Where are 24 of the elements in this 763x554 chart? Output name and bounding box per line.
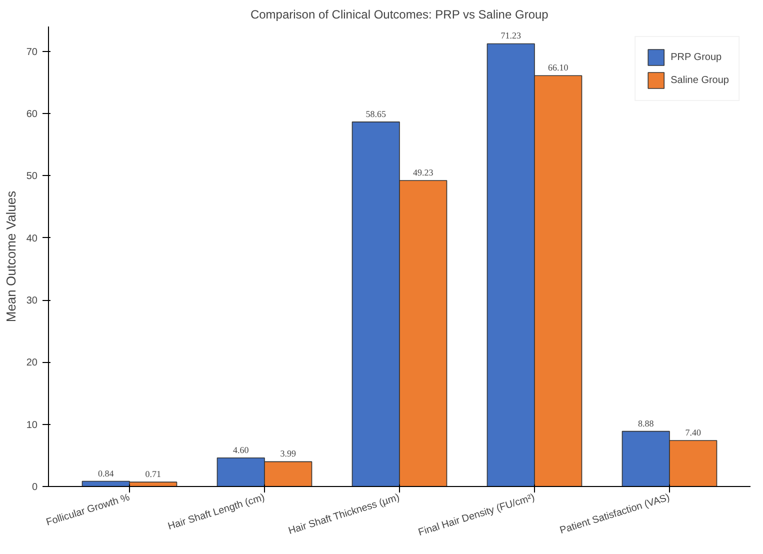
y-tick-label: 0 <box>32 482 38 493</box>
data-label: 71.23 <box>500 30 522 41</box>
data-label: 0.71 <box>145 469 161 480</box>
data-label: 58.65 <box>366 108 386 119</box>
y-tick-label: 20 <box>26 358 38 369</box>
x-tick-label: Follicular Growth % <box>45 492 132 528</box>
y-tick-label: 10 <box>26 420 38 431</box>
data-label: 0.84 <box>98 468 114 478</box>
y-tick-label: 30 <box>26 296 38 307</box>
y-tick-label: 60 <box>26 109 38 120</box>
legend-label: Saline Group <box>670 74 729 86</box>
data-label: 4.60 <box>233 444 250 455</box>
data-label: 3.99 <box>280 448 296 459</box>
chart-title: Comparison of Clinical Outcomes: PRP vs Saline Group <box>250 8 549 22</box>
y-tick-label: 40 <box>26 233 38 244</box>
data-label: 8.88 <box>638 418 654 428</box>
legend-label: PRP Group <box>670 52 722 62</box>
y-axis-title: Mean Outcome Values <box>3 190 18 322</box>
y-tick-label: 70 <box>26 46 38 58</box>
x-tick-label: Hair Shaft Length (cm) <box>166 492 266 532</box>
data-label: 49.23 <box>413 167 434 178</box>
data-label: 7.40 <box>685 428 702 438</box>
data-label: 66.10 <box>548 62 569 73</box>
y-tick-label: 50 <box>26 171 38 182</box>
